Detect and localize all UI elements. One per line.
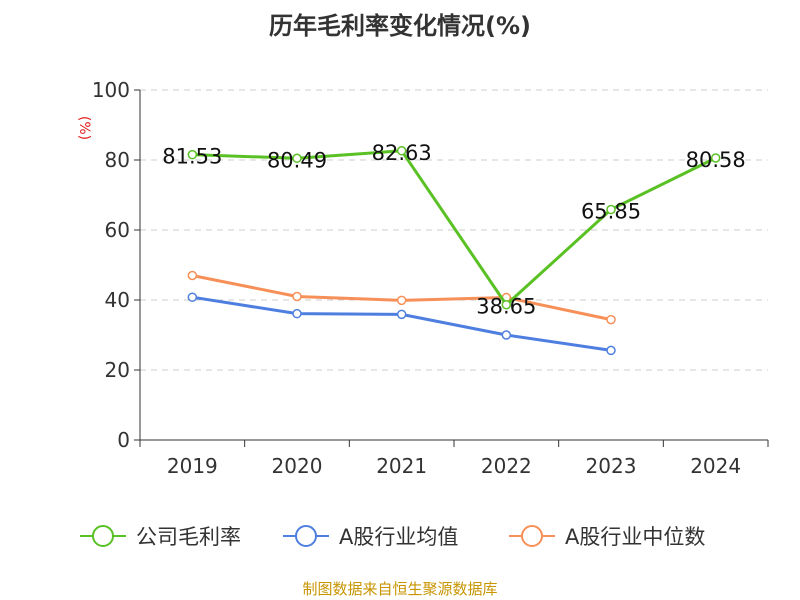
data-label: 80.58 <box>686 148 746 172</box>
x-tick-label: 2020 <box>272 454 323 478</box>
y-tick-label: 80 <box>105 148 130 172</box>
chart-title: 历年毛利率变化情况(%) <box>269 12 531 40</box>
data-point <box>292 291 302 302</box>
data-point <box>187 149 198 160</box>
data-label: 82.63 <box>372 141 432 165</box>
data-label: 80.49 <box>267 148 327 172</box>
legend-swatch-marker <box>295 525 317 547</box>
data-point <box>396 309 407 320</box>
data-point <box>710 153 721 163</box>
data-labels: 81.53 80.49 82.63 38.65 65.85 80.58 <box>162 141 745 319</box>
y-tick-label: 60 <box>105 218 130 242</box>
data-point <box>187 270 198 281</box>
data-point <box>501 330 512 340</box>
legend-label: A股行业中位数 <box>565 525 705 549</box>
x-tick-label: 2021 <box>376 454 427 478</box>
data-point <box>187 292 198 302</box>
legend-label: 公司毛利率 <box>136 525 241 549</box>
data-label: 81.53 <box>162 145 222 169</box>
legend-item[interactable]: A股行业中位数 <box>509 525 705 549</box>
source-note: 制图数据来自恒生聚源数据库 <box>302 580 498 598</box>
legend-item[interactable]: A股行业均值 <box>283 525 458 549</box>
data-point <box>292 153 302 164</box>
x-tick-label: 2022 <box>481 454 532 478</box>
x-tick-label: 2024 <box>690 454 741 478</box>
legend-swatch-marker <box>92 525 114 547</box>
data-label: 38.65 <box>476 295 536 319</box>
legend-item[interactable]: 公司毛利率 <box>80 525 241 549</box>
axes: (%) 0 20 40 60 80 100 2019 2020 2021 2022 2023 2024 <box>76 78 769 478</box>
legend-label: A股行业均值 <box>339 525 458 549</box>
data-point <box>292 308 302 319</box>
x-tick-label: 2019 <box>167 454 218 478</box>
legend-swatch-marker <box>521 525 543 547</box>
y-axis-label: (%) <box>76 116 92 140</box>
y-tick-label: 20 <box>105 358 130 382</box>
x-tick-label: 2023 <box>586 454 637 478</box>
data-point <box>501 299 512 310</box>
data-point <box>396 295 407 306</box>
series-lines <box>187 146 721 356</box>
data-point <box>606 204 616 215</box>
legend: 公司毛利率 A股行业均值 A股行业中位数 <box>80 525 705 549</box>
data-point <box>606 314 616 325</box>
y-tick-label: 0 <box>117 428 130 452</box>
y-tick-label: 100 <box>92 78 130 102</box>
data-point <box>396 146 407 156</box>
data-label: 65.85 <box>581 200 641 224</box>
series-line <box>192 149 717 307</box>
data-point <box>606 345 616 356</box>
y-tick-label: 40 <box>105 288 130 312</box>
